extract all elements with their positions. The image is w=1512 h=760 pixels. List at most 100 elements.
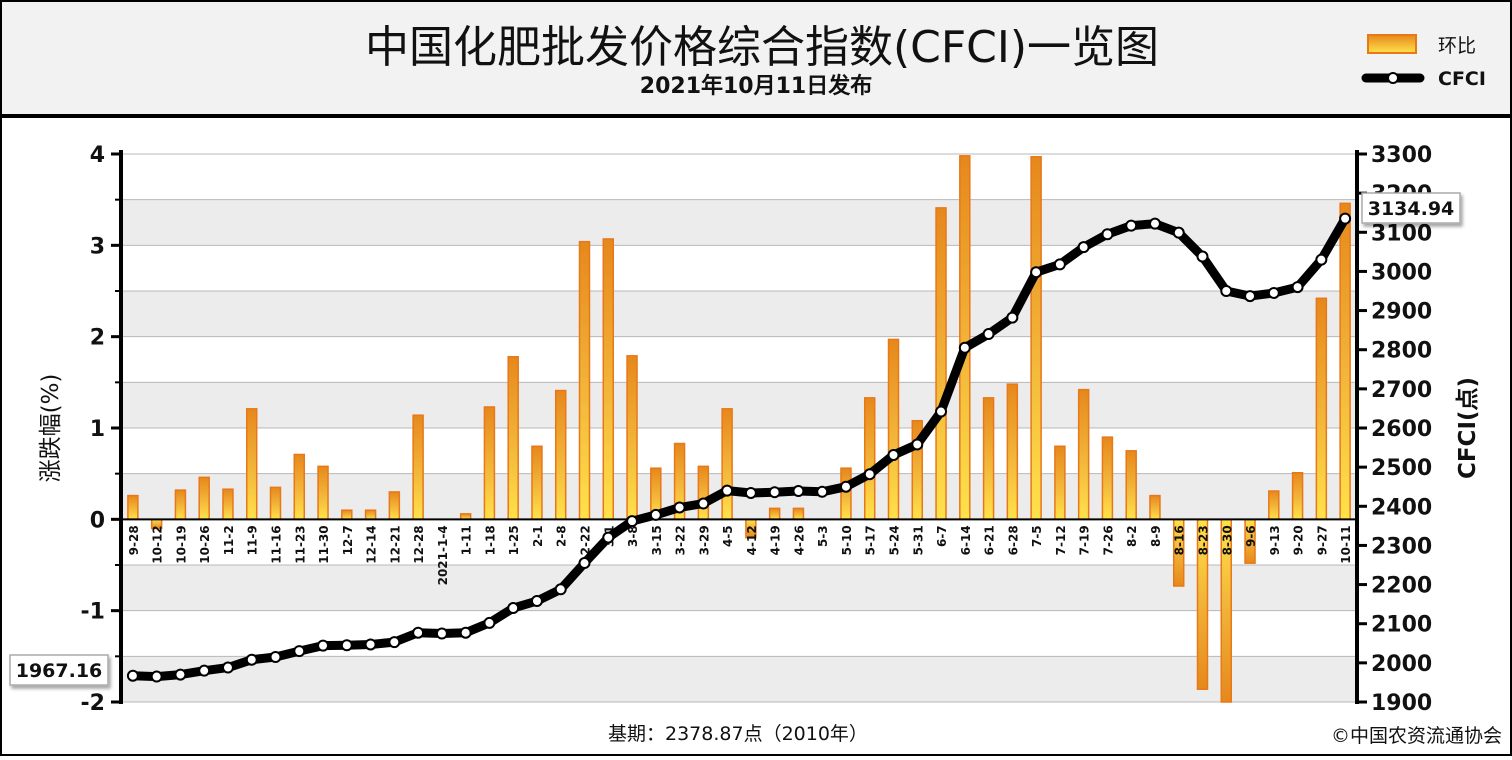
grid-band	[121, 473, 1357, 520]
x-tick-label: 6-7	[935, 525, 949, 547]
x-tick-label: 2-8	[555, 525, 569, 547]
cfci-point	[459, 626, 472, 639]
bar	[1006, 383, 1019, 521]
x-tick-label: 3-15	[650, 525, 664, 555]
cfci-point	[744, 486, 757, 499]
cfci-point	[721, 484, 734, 497]
right-tick-label: 2300	[1371, 534, 1432, 559]
bar	[1339, 202, 1351, 521]
right-tick-label: 2000	[1371, 652, 1432, 677]
left-tick-label: 4	[90, 143, 105, 168]
bar	[364, 509, 377, 521]
cfci-point	[1125, 219, 1138, 232]
x-tick-label: 8-16	[1173, 525, 1187, 555]
cfci-point	[388, 636, 401, 649]
grid-band	[121, 382, 1357, 428]
x-tick-label: 8-9	[1149, 525, 1163, 547]
right-tick-label: 2900	[1371, 300, 1432, 325]
x-tick-label: 9-28	[127, 525, 141, 555]
bar	[863, 397, 876, 521]
cfci-point	[816, 485, 829, 498]
cfci-point	[269, 650, 282, 663]
x-tick-label: 1-11	[460, 525, 474, 555]
cfci-point	[578, 557, 591, 570]
bar	[792, 507, 805, 521]
x-tick-label: 9-13	[1268, 525, 1282, 555]
cfci-point	[1077, 241, 1090, 254]
x-tick-label: 5-31	[911, 525, 925, 555]
right-axis-title: CFCI(点)	[1455, 377, 1481, 479]
bar	[721, 408, 733, 521]
left-axis-title: 涨跌幅(%)	[38, 374, 64, 483]
bar	[388, 491, 401, 521]
cfci-point	[1053, 258, 1066, 271]
cfci-point	[1196, 250, 1209, 263]
x-tick-label: 7-5	[1030, 525, 1044, 547]
x-tick-label: 5-24	[888, 525, 902, 555]
right-tick-label: 2100	[1371, 613, 1432, 638]
cfci-point	[554, 583, 567, 596]
cfci-point	[602, 531, 615, 544]
x-tick-label: 11-9	[246, 525, 260, 555]
cfci-point	[1101, 228, 1114, 241]
x-tick-label: 11-30	[317, 525, 331, 563]
bar	[1101, 436, 1114, 521]
cfci-point	[198, 664, 211, 677]
x-tick-label: 10-11	[1339, 525, 1353, 563]
end-value-callout: 3134.94	[1368, 198, 1455, 220]
bar	[982, 397, 995, 521]
end-value-callout-box	[1361, 192, 1461, 224]
bar	[959, 155, 971, 521]
grid-band	[121, 565, 1357, 611]
bar	[887, 338, 900, 521]
x-tick-label: 5-17	[864, 525, 878, 555]
bar	[245, 408, 258, 521]
x-tick-label: 2021-1-4	[436, 525, 450, 585]
x-tick-label: 1-18	[483, 525, 497, 555]
right-tick-label: 1900	[1371, 691, 1432, 716]
x-tick-label: 8-2	[1125, 525, 1139, 547]
legend: 环比 CFCI	[1361, 34, 1486, 90]
right-tick-label: 3000	[1371, 260, 1432, 285]
x-tick-label: 9-27	[1315, 525, 1329, 555]
copyright-note: ©中国农资流通协会	[1331, 725, 1502, 747]
bar	[507, 356, 519, 521]
cfci-point	[626, 515, 639, 528]
bar	[483, 406, 496, 521]
x-tick-label: 6-21	[983, 525, 997, 555]
bar	[341, 509, 353, 521]
right-tick-label: 2400	[1371, 495, 1432, 520]
cfci-point	[1267, 286, 1280, 299]
x-tick-label: 9-20	[1292, 525, 1306, 555]
x-tick-label: 8-30	[1220, 525, 1234, 555]
cfci-point	[1006, 311, 1019, 324]
cfci-point	[887, 449, 900, 462]
cfci-point	[697, 497, 710, 510]
cfci-point	[530, 595, 543, 608]
bar	[1054, 445, 1066, 521]
start-value-callout-box	[9, 654, 109, 686]
cfci-point	[174, 668, 187, 681]
cfci-point	[340, 639, 353, 652]
x-tick-label: 6-28	[1006, 525, 1020, 555]
bar	[127, 494, 139, 521]
x-tick-label: 5-3	[816, 525, 830, 547]
right-tick-label: 2500	[1371, 456, 1432, 481]
left-tick-label: 3	[90, 234, 105, 259]
cfci-point	[435, 627, 448, 640]
x-tick-label: 11-23	[293, 525, 307, 563]
right-tick-label: 2200	[1371, 574, 1432, 599]
grid-band	[121, 656, 1357, 702]
cfci-point	[839, 480, 852, 493]
bar	[293, 453, 306, 521]
grid-band	[121, 291, 1357, 337]
cfci-point	[792, 485, 805, 498]
bar	[198, 476, 210, 521]
cfci-point	[293, 645, 306, 658]
bar	[935, 207, 947, 521]
bar	[222, 488, 234, 521]
base-period-note: 基期：2378.87点（2010年）	[608, 723, 868, 745]
bar	[531, 445, 543, 521]
